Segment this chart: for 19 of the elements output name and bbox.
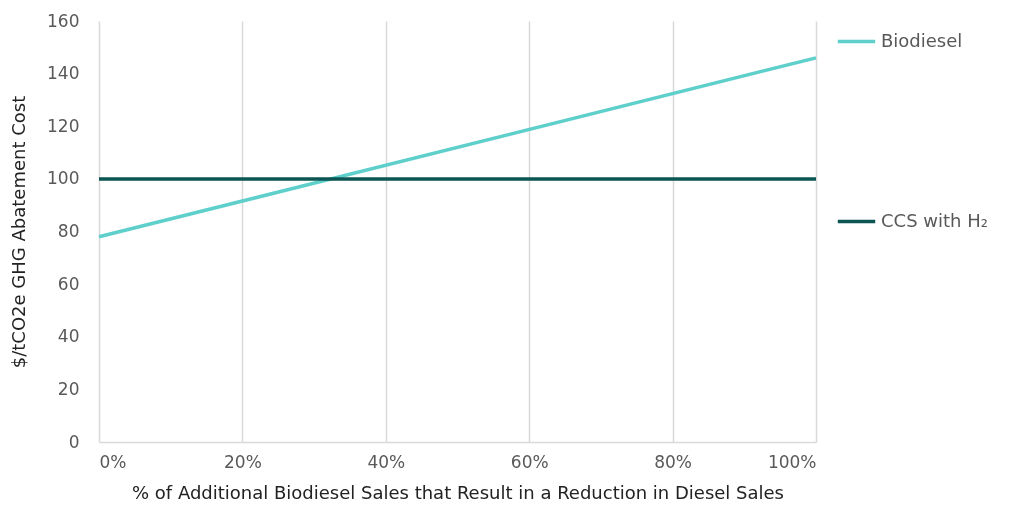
y-tick-label: 80 bbox=[57, 221, 80, 241]
legend-label: CCS with H₂ bbox=[881, 209, 988, 231]
y-axis-title: $/tCO2e GHG Abatement Cost bbox=[8, 95, 30, 369]
x-tick-label: 40% bbox=[367, 451, 406, 472]
y-tick-label: 140 bbox=[47, 63, 80, 84]
y-tick-label: 160 bbox=[47, 10, 80, 31]
x-tick-label: 0% bbox=[99, 451, 127, 472]
y-tick-label: 100 bbox=[47, 168, 80, 189]
legend-label: Biodiesel bbox=[881, 29, 963, 51]
y-tick-label: 0 bbox=[68, 431, 80, 452]
x-tick-label: 80% bbox=[654, 451, 692, 472]
x-tick-label: 100% bbox=[767, 451, 817, 472]
x-tick-label: 60% bbox=[510, 451, 549, 472]
x-tick-label: 20% bbox=[224, 451, 262, 472]
y-tick-label: 60 bbox=[57, 273, 80, 294]
x-axis-title: % of Additional Biodiesel Sales that Result in a Reduction in Diesel Sales bbox=[132, 481, 784, 503]
y-tick-label: 120 bbox=[47, 115, 80, 136]
y-tick-label: 20 bbox=[57, 378, 80, 399]
y-tick-label: 40 bbox=[57, 326, 80, 347]
